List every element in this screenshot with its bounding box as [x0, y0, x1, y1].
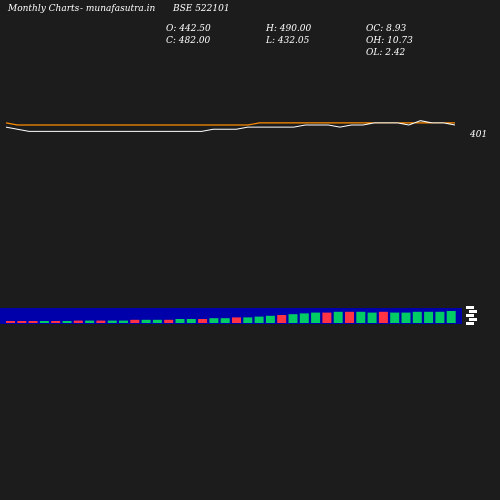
volume-bar [311, 312, 321, 323]
volume-bar [333, 311, 343, 323]
volume-bar [96, 320, 106, 323]
price-axis-label: 401 [469, 130, 487, 140]
symbol-label: BSE 522101 [173, 4, 230, 14]
volume-edge-mark [466, 306, 474, 309]
chart-period-title: Monthly Charts [8, 4, 80, 14]
volume-bar [73, 320, 83, 323]
volume-bar [175, 319, 185, 323]
volume-bar [378, 311, 388, 323]
volume-bar [254, 316, 264, 323]
volume-bar [345, 311, 354, 323]
site-name: - munafasutra.in [80, 4, 156, 14]
volume-bar [39, 321, 49, 323]
volume-edge-mark [466, 322, 474, 325]
volume-bar [356, 311, 366, 323]
volume-bar [446, 311, 456, 323]
volume-bar [367, 312, 377, 323]
volume-bar [288, 314, 298, 323]
volume-bar [243, 317, 253, 323]
volume-bar [424, 311, 434, 323]
price-line [5, 120, 456, 132]
volume-bar [85, 320, 95, 323]
low-value: L: 432.05 [266, 36, 310, 46]
volume-bar [322, 312, 332, 323]
volume-bar [51, 321, 61, 323]
close-value: C: 482.00 [166, 36, 211, 46]
volume-bar [232, 317, 241, 323]
volume-bar [152, 319, 162, 323]
volume-edge-mark [469, 310, 477, 313]
volume-bar [164, 319, 174, 323]
high-value: H: 490.00 [266, 24, 312, 34]
volume-bar [220, 318, 230, 323]
volume-bar [186, 319, 196, 323]
volume-bar [107, 320, 117, 323]
volume-bar [198, 319, 208, 323]
volume-bar [62, 321, 72, 323]
volume-bar [435, 311, 445, 323]
volume-bar [412, 311, 422, 323]
volume-bar [6, 321, 15, 323]
open-value: O: 442.50 [166, 24, 211, 34]
volume-bar [390, 312, 400, 323]
volume-bar [28, 321, 38, 323]
volume-edge-mark [466, 314, 474, 317]
volume-panel [6, 306, 477, 325]
volume-bar [141, 319, 151, 323]
volume-bar [401, 312, 411, 323]
volume-bar [17, 321, 27, 323]
ol-value: OL: 2.42 [366, 48, 406, 58]
volume-bar [277, 315, 287, 323]
volume-bar [130, 319, 140, 323]
oh-value: OH: 10.73 [366, 36, 413, 46]
volume-bar [209, 318, 219, 323]
volume-edge-mark [469, 318, 477, 321]
volume-bar [265, 315, 275, 323]
volume-bar [119, 320, 128, 323]
volume-bar [299, 313, 309, 323]
oc-value: OC: 8.93 [366, 24, 407, 34]
price-panel [5, 120, 456, 132]
